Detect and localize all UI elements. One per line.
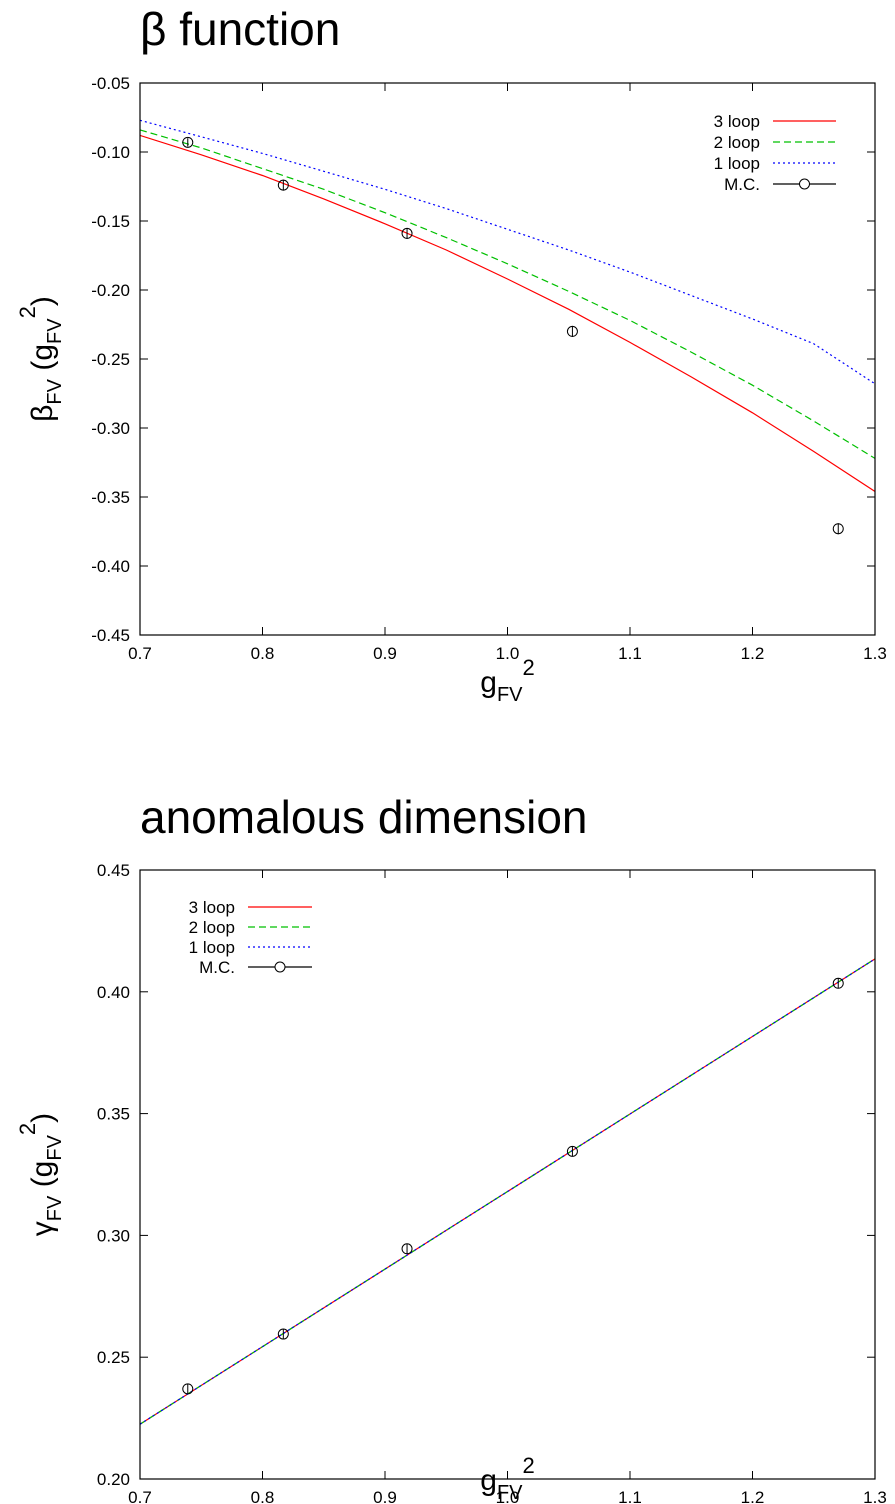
legend-marker xyxy=(274,961,286,973)
y-axis-label: βFV (gFV2) xyxy=(15,296,66,422)
legend-label: M.C. xyxy=(724,175,760,194)
y-tick-label: -0.30 xyxy=(91,419,130,438)
x-tick-label: 1.3 xyxy=(863,644,887,663)
x-tick-label: 1.3 xyxy=(863,1488,887,1504)
y-tick-label: 0.45 xyxy=(97,861,130,880)
y-axis-label: γFV (gFV2) xyxy=(15,1113,66,1236)
x-axis-label: gFV2 xyxy=(480,655,535,706)
legend-marker xyxy=(799,178,810,190)
plot-frame xyxy=(139,82,876,636)
x-tick-label: 0.9 xyxy=(373,644,397,663)
y-tick-label: -0.40 xyxy=(91,557,130,576)
plot-frame xyxy=(139,869,876,1480)
y-tick-label: -0.05 xyxy=(91,74,130,93)
legend-label: 1 loop xyxy=(189,938,235,957)
legend-label: 2 loop xyxy=(714,133,760,152)
y-tick-label: -0.10 xyxy=(91,143,130,162)
x-tick-label: 1.1 xyxy=(618,1488,642,1504)
legend-label: 1 loop xyxy=(714,154,760,173)
x-tick-label: 0.8 xyxy=(251,1488,275,1504)
x-tick-label: 0.9 xyxy=(373,1488,397,1504)
y-tick-label: -0.35 xyxy=(91,488,130,507)
series-line-1-loop xyxy=(140,119,875,385)
mc-data-point xyxy=(832,523,844,535)
x-tick-label: 0.8 xyxy=(251,644,275,663)
mc-data-point xyxy=(401,227,413,239)
series-line-3-loop xyxy=(140,134,875,493)
x-tick-label: 1.2 xyxy=(741,644,765,663)
legend-label: 3 loop xyxy=(189,898,235,917)
mc-data-point xyxy=(566,1145,578,1157)
x-tick-label: 1.2 xyxy=(741,1488,765,1504)
chart-title-beta-function: β function xyxy=(140,3,341,55)
x-tick-label: 1.0 xyxy=(496,644,520,663)
chart-title-anomalous-dimension: anomalous dimension xyxy=(140,791,588,843)
mc-data-point xyxy=(566,325,578,337)
legend-label: 3 loop xyxy=(714,112,760,131)
y-tick-label: -0.15 xyxy=(91,212,130,231)
legend-label: 2 loop xyxy=(189,918,235,937)
plot-area xyxy=(140,958,875,1425)
chart-panel-2: 0.7 0.8 0.9 1.0 1.1 1.2 1.3 0.20 0.25 0.30 0.35 0.4… xyxy=(15,861,887,1504)
legend: 3 loop 2 loop 1 loop M.C. xyxy=(714,112,836,194)
series-line-2-loop xyxy=(140,129,875,459)
y-tick-label: 0.40 xyxy=(97,983,130,1002)
y-tick-label: -0.45 xyxy=(91,626,130,645)
mc-data-point xyxy=(277,1328,289,1340)
y-tick-label: -0.20 xyxy=(91,281,130,300)
y-tick-label: 0.35 xyxy=(97,1105,130,1124)
x-tick-label: 1.1 xyxy=(618,644,642,663)
x-tick-label: 0.7 xyxy=(128,1488,152,1504)
mc-data-point xyxy=(182,136,194,148)
series-line-2-loop xyxy=(140,958,875,1425)
y-tick-label: 0.25 xyxy=(97,1348,130,1367)
chart-panel-1: 0.7 0.8 0.9 1.0 1.1 1.2 1.3 -0.45 -0.40 -0.35 -0.3… xyxy=(15,74,887,706)
mc-data-point xyxy=(401,1243,413,1255)
mc-data-point xyxy=(277,179,289,191)
y-tick-label: -0.25 xyxy=(91,350,130,369)
mc-data-point xyxy=(182,1383,194,1395)
mc-data-point xyxy=(832,977,844,989)
x-tick-label: 0.7 xyxy=(128,644,152,663)
x-tick-label: 1.0 xyxy=(496,1488,520,1504)
y-tick-label: 0.20 xyxy=(97,1470,130,1489)
legend-label: M.C. xyxy=(199,958,235,977)
y-tick-label: 0.30 xyxy=(97,1226,130,1245)
plot-area xyxy=(140,119,875,535)
x-axis-label: gFV2 xyxy=(480,1453,535,1504)
